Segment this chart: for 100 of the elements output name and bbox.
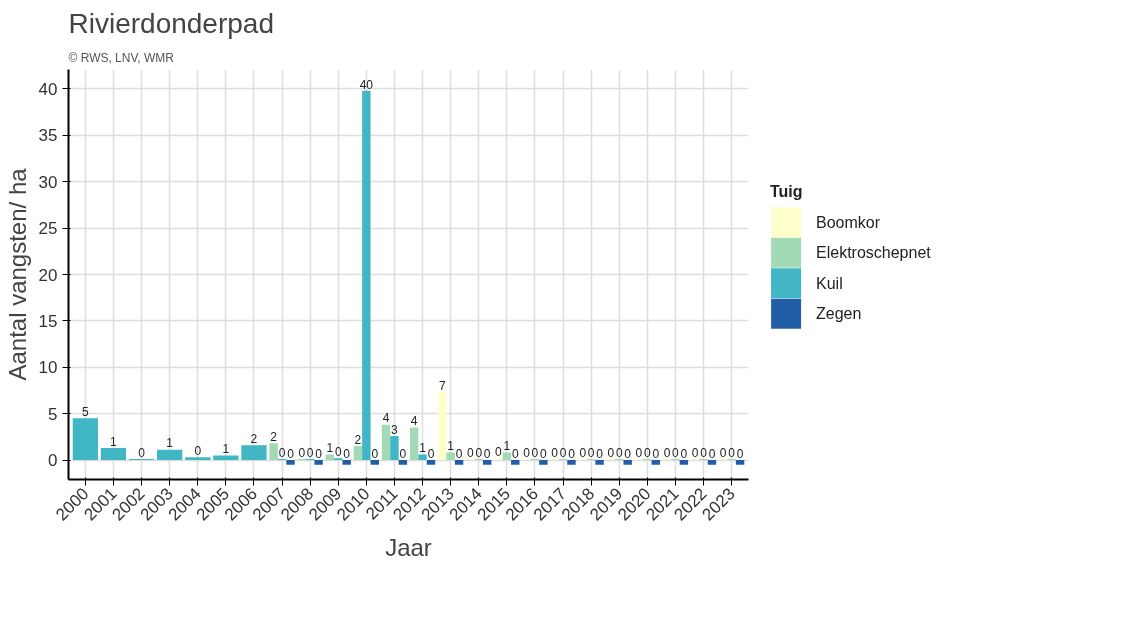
data-label: 0 [680,446,688,461]
data-label: 0 [719,445,727,460]
legend-label: Elektroschepnet [816,244,932,262]
legend-label: Kuil [816,274,843,292]
bar [398,460,408,465]
data-label: 0 [615,445,623,460]
data-label: 0 [511,446,519,461]
legend-title: Tuig [770,183,803,201]
data-label: 1 [326,441,334,456]
y-tick-label: 25 [38,219,58,239]
y-tick-label: 10 [38,358,58,378]
data-label: 2 [250,431,258,446]
data-label: 0 [315,446,323,461]
data-label: 0 [298,445,306,460]
data-label: 7 [438,378,446,393]
data-label: 0 [278,445,286,460]
data-label: 0 [455,446,463,461]
data-label: 2 [270,430,278,444]
data-label: 1 [110,434,118,449]
y-axis-title: Aantal vangsten/ ha [3,167,31,381]
data-label: 3 [391,422,399,437]
data-label: 0 [287,446,295,461]
data-label: 0 [568,446,576,461]
bar [438,392,447,461]
bar [185,457,211,461]
bar [426,460,436,465]
data-label: 0 [466,445,474,460]
bar [735,460,745,465]
data-label: 0 [624,446,632,461]
bar [567,460,576,465]
y-tick-label: 40 [38,79,58,99]
y-tick-label: 5 [48,404,58,424]
y-tick-label: 35 [38,126,58,146]
bar [623,460,632,465]
data-label: 1 [447,439,455,454]
data-label: 0 [644,445,652,460]
data-label: 0 [736,446,744,461]
data-label: 0 [579,445,587,460]
y-tick-label: 0 [48,451,58,471]
data-label: 0 [343,446,351,461]
bar [539,460,548,465]
data-label: 0 [371,446,379,461]
data-label: 1 [419,441,427,456]
bar [314,460,323,465]
data-label: 0 [495,444,503,459]
data-label: 0 [596,446,604,461]
data-label: 0 [663,445,671,460]
data-label: 0 [559,445,567,460]
data-label: 0 [531,445,539,460]
y-tick-label: 20 [38,265,58,285]
data-label: 2 [354,432,362,447]
legend-label: Zegen [816,305,862,323]
data-label: 0 [194,443,202,458]
data-label: 0 [306,445,314,460]
data-label: 40 [359,77,374,92]
bar [511,460,520,465]
data-label: 0 [483,446,491,461]
y-tick-label: 15 [38,311,58,331]
bar [446,452,455,461]
bar [707,460,717,465]
bar [679,460,689,465]
bar [157,449,183,461]
data-label: 5 [82,404,90,419]
data-label: 0 [475,445,483,460]
data-label: 1 [222,442,230,457]
data-label: 0 [138,445,146,460]
data-label: 0 [523,445,531,460]
data-label: 0 [728,445,736,460]
data-label: 0 [652,446,660,461]
bar [286,460,295,465]
data-label: 1 [166,436,174,451]
data-label: 0 [700,445,708,460]
data-label: 4 [410,414,418,429]
bar [342,460,351,465]
data-label: 0 [334,444,342,459]
data-label: 0 [635,445,643,460]
bar [370,460,379,465]
data-label: 0 [427,446,435,461]
chart-title: Rivierdonderpad [68,7,274,39]
bar [100,447,127,461]
y-tick-label: 30 [38,172,58,192]
bar [651,460,660,465]
data-label: 0 [691,445,699,460]
data-label: 0 [540,446,548,461]
data-label: 0 [672,445,680,460]
bar [72,418,98,461]
bar [213,455,239,461]
data-label: 0 [551,445,559,460]
data-label: 1 [503,439,511,454]
chart-subtitle: © RWS, LNV, WMR [68,50,175,65]
bar [241,445,267,461]
bar [482,460,492,465]
data-label: 0 [587,445,595,460]
data-label: 4 [382,411,390,426]
x-axis-title: Jaar [385,533,432,561]
bar [595,460,604,465]
data-label: 0 [708,446,716,461]
legend-label: Boomkor [816,213,881,231]
bar [454,460,464,465]
data-label: 0 [607,445,615,460]
